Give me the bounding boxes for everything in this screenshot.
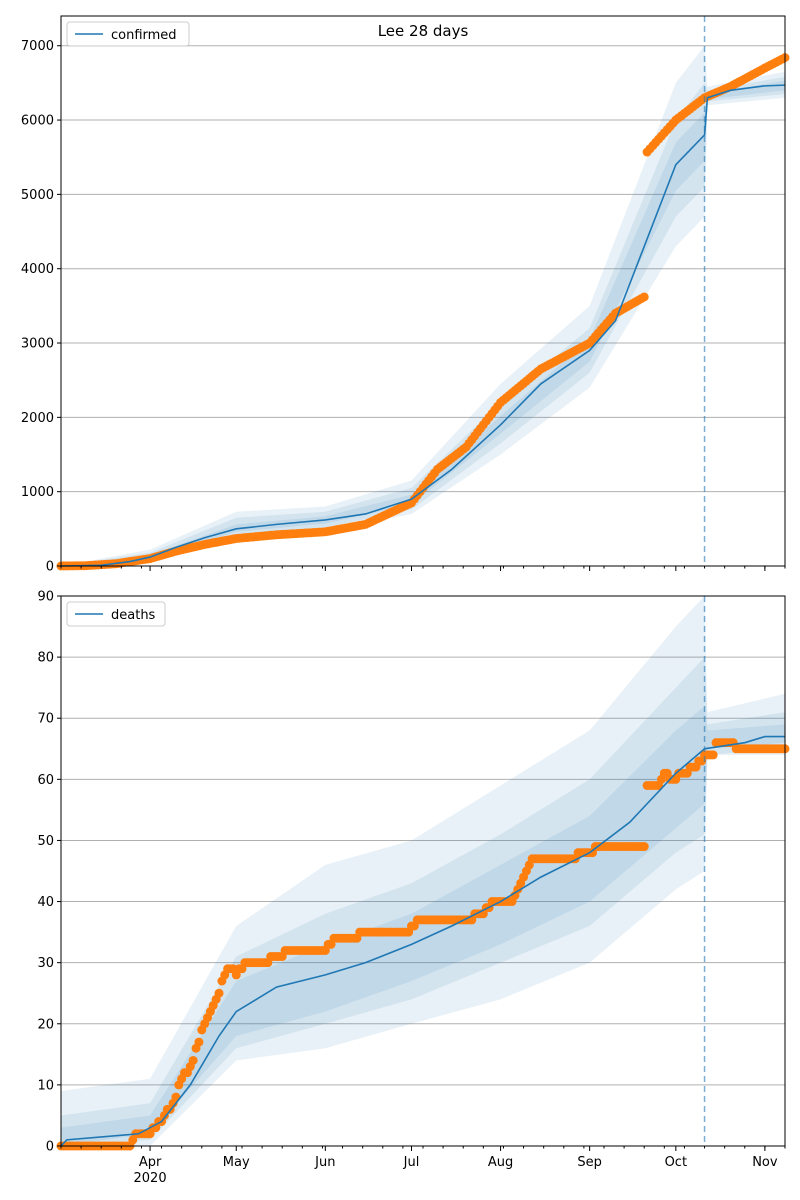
y-tick-label: 70 bbox=[37, 712, 54, 727]
model-line bbox=[60, 84, 786, 567]
y-tick-label: 40 bbox=[37, 895, 54, 910]
y-tick-label: 7000 bbox=[21, 39, 54, 54]
legend-label: confirmed bbox=[111, 28, 177, 43]
legend: confirmed bbox=[66, 21, 190, 47]
confirmed-panel: 0 1000 2000 3000 4000 5000 6000 7000 Lee 28 days… bbox=[21, 15, 790, 575]
legend-box bbox=[66, 21, 190, 47]
x-tick-label: Aug bbox=[488, 1155, 513, 1170]
y-tick-label: 80 bbox=[37, 651, 54, 666]
y-tick-label: 1000 bbox=[21, 485, 54, 500]
x-tick-label: Apr bbox=[139, 1155, 162, 1170]
y-tick-label: 3000 bbox=[21, 337, 54, 352]
y-tick-label: 90 bbox=[37, 590, 54, 605]
y-tick-label: 2000 bbox=[21, 411, 54, 426]
y-tick-label: 50 bbox=[37, 834, 54, 849]
x-tick-label: Nov bbox=[752, 1155, 778, 1170]
y-tick-label: 5000 bbox=[21, 188, 54, 203]
x-tick-label: Jul bbox=[403, 1155, 420, 1170]
observed-point bbox=[194, 1037, 204, 1047]
model-line bbox=[60, 735, 785, 1147]
legend-label: deaths bbox=[111, 608, 156, 623]
confidence-band bbox=[61, 657, 785, 1146]
x-tick-label: Sep bbox=[577, 1155, 602, 1170]
confidence-band bbox=[61, 706, 785, 1146]
observed-point bbox=[188, 1055, 198, 1065]
x-year-label: 2020 bbox=[134, 1171, 167, 1186]
y-tick-label: 30 bbox=[37, 956, 54, 971]
x-tick-label: Jun bbox=[314, 1155, 335, 1170]
x-tick-label: May bbox=[223, 1155, 250, 1170]
observed-point bbox=[708, 750, 718, 760]
x-tick-label: Oct bbox=[665, 1155, 687, 1170]
observed-point bbox=[639, 842, 649, 852]
y-tick-label: 60 bbox=[37, 773, 54, 788]
observed-point bbox=[639, 292, 649, 302]
observed-point bbox=[214, 988, 224, 998]
legend-box bbox=[66, 601, 166, 627]
y-tick-label: 10 bbox=[37, 1078, 54, 1093]
y-tick-label: 4000 bbox=[21, 262, 54, 277]
y-tick-label: 0 bbox=[46, 1140, 54, 1155]
chart-title: Lee 28 days bbox=[378, 22, 469, 40]
y-tick-label: 20 bbox=[37, 1017, 54, 1032]
confidence-band bbox=[61, 596, 785, 1146]
y-tick-label: 0 bbox=[46, 560, 54, 575]
deaths-panel: 0 10 20 30 40 50 60 70 80 90 Apr May Jun Jul Aug Sep Oct… bbox=[37, 590, 790, 1186]
y-tick-label: 6000 bbox=[21, 114, 54, 129]
legend: deaths bbox=[66, 601, 166, 627]
